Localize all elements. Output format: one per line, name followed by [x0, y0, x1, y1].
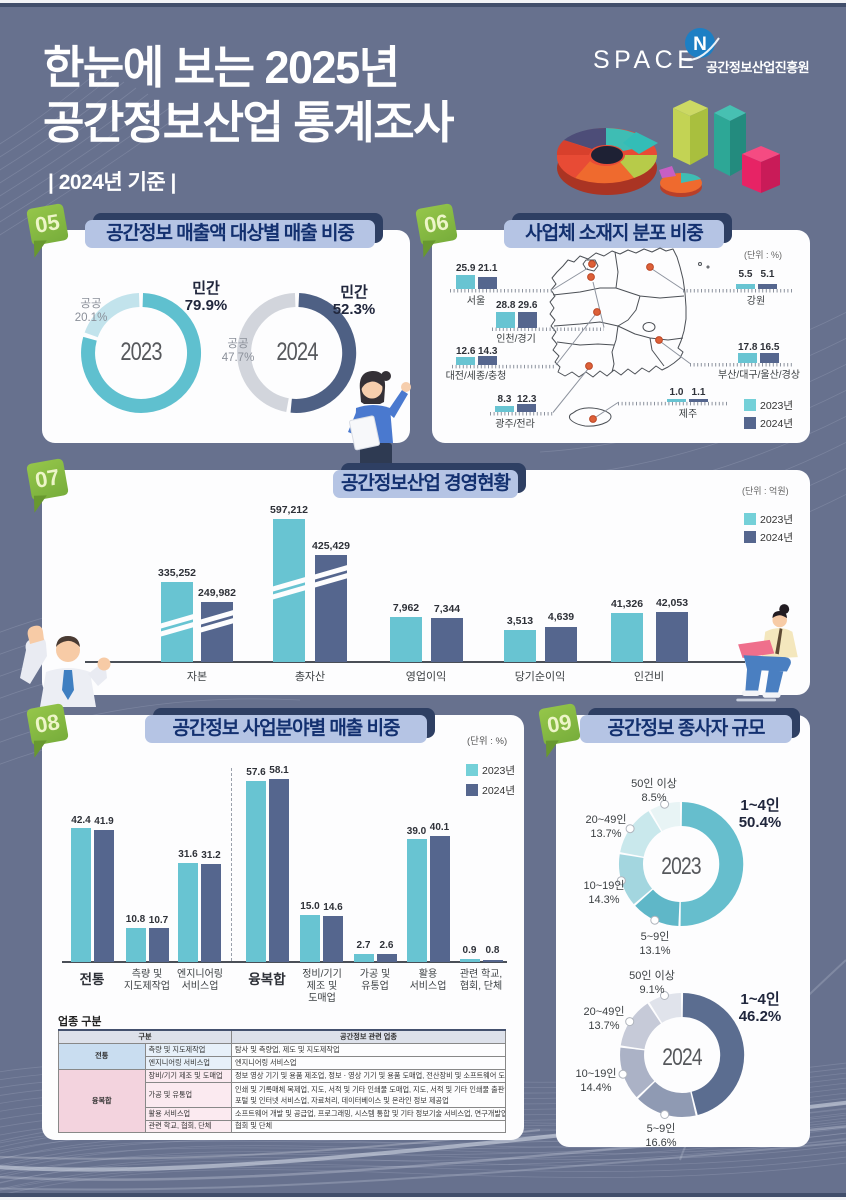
svg-text:N: N [693, 34, 707, 55]
